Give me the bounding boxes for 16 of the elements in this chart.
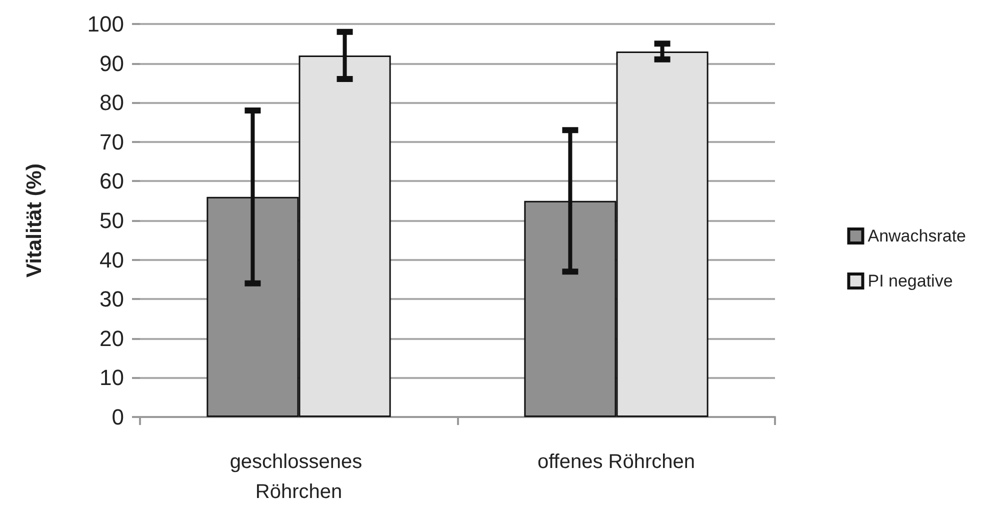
legend-label: Anwachsrate (868, 226, 966, 246)
y-axis-title: Vitalität (%) (23, 164, 46, 278)
y-tick-label: 60 (100, 168, 124, 194)
y-tick-label: 50 (100, 208, 124, 233)
legend-label: PI negative (868, 272, 953, 290)
x-tick-label: offenes Röhrchen (537, 451, 696, 473)
y-tick-label: 100 (87, 12, 124, 36)
y-tick-label: 10 (100, 365, 124, 390)
y-tick-label: 40 (100, 247, 124, 272)
y-tick-label: 30 (100, 286, 124, 312)
x-tick-label: geschlossenes Röhrchen (230, 451, 368, 503)
y-tick-label: 80 (100, 90, 124, 116)
y-tick-label: 20 (100, 326, 124, 351)
y-tick-label: 0 (112, 404, 124, 430)
y-tick-label: 90 (100, 50, 124, 76)
y-tick-label: 70 (100, 129, 124, 154)
